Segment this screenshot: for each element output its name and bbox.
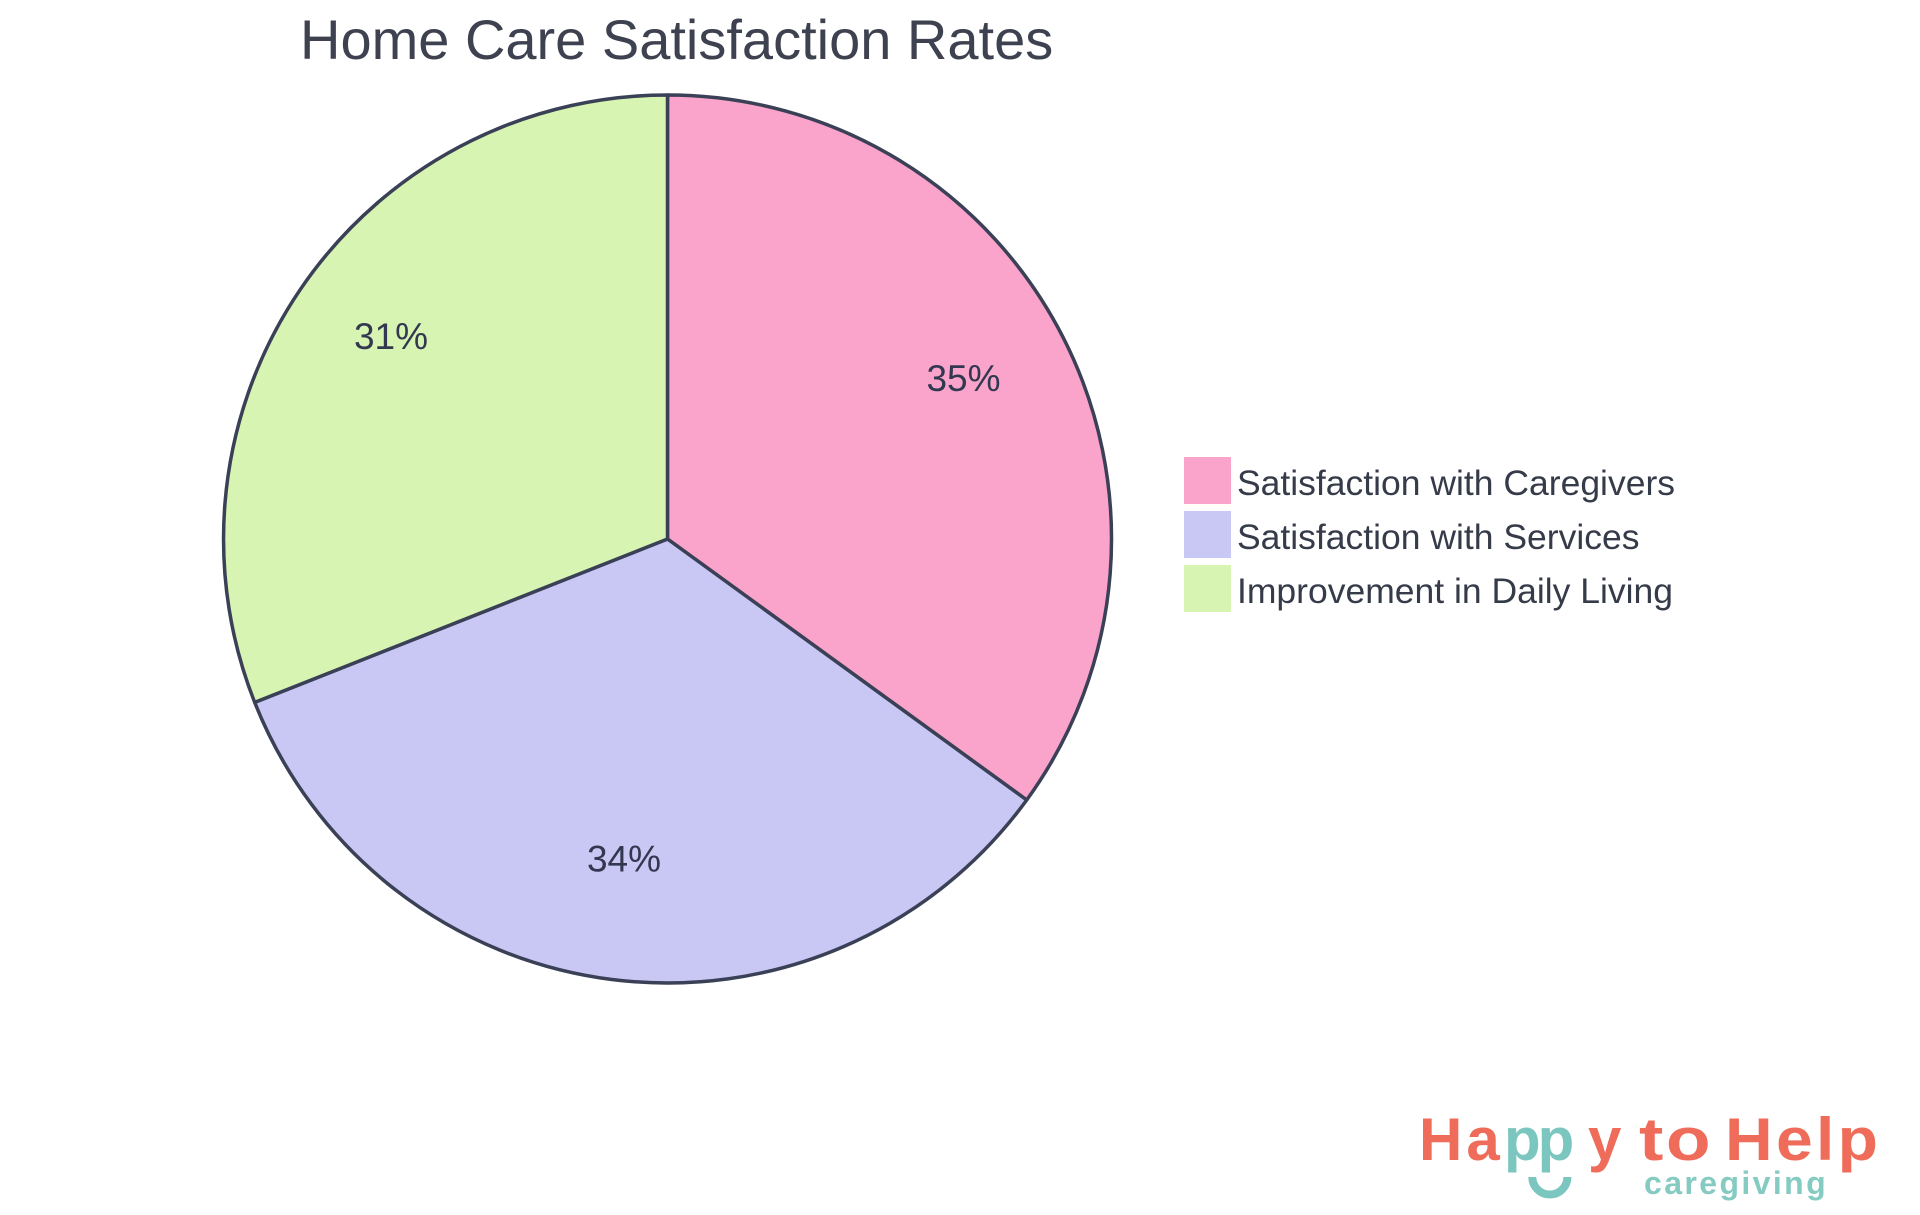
svg-text:31%: 31%: [354, 316, 428, 357]
svg-text:35%: 35%: [926, 358, 1000, 399]
svg-text:34%: 34%: [587, 839, 661, 880]
